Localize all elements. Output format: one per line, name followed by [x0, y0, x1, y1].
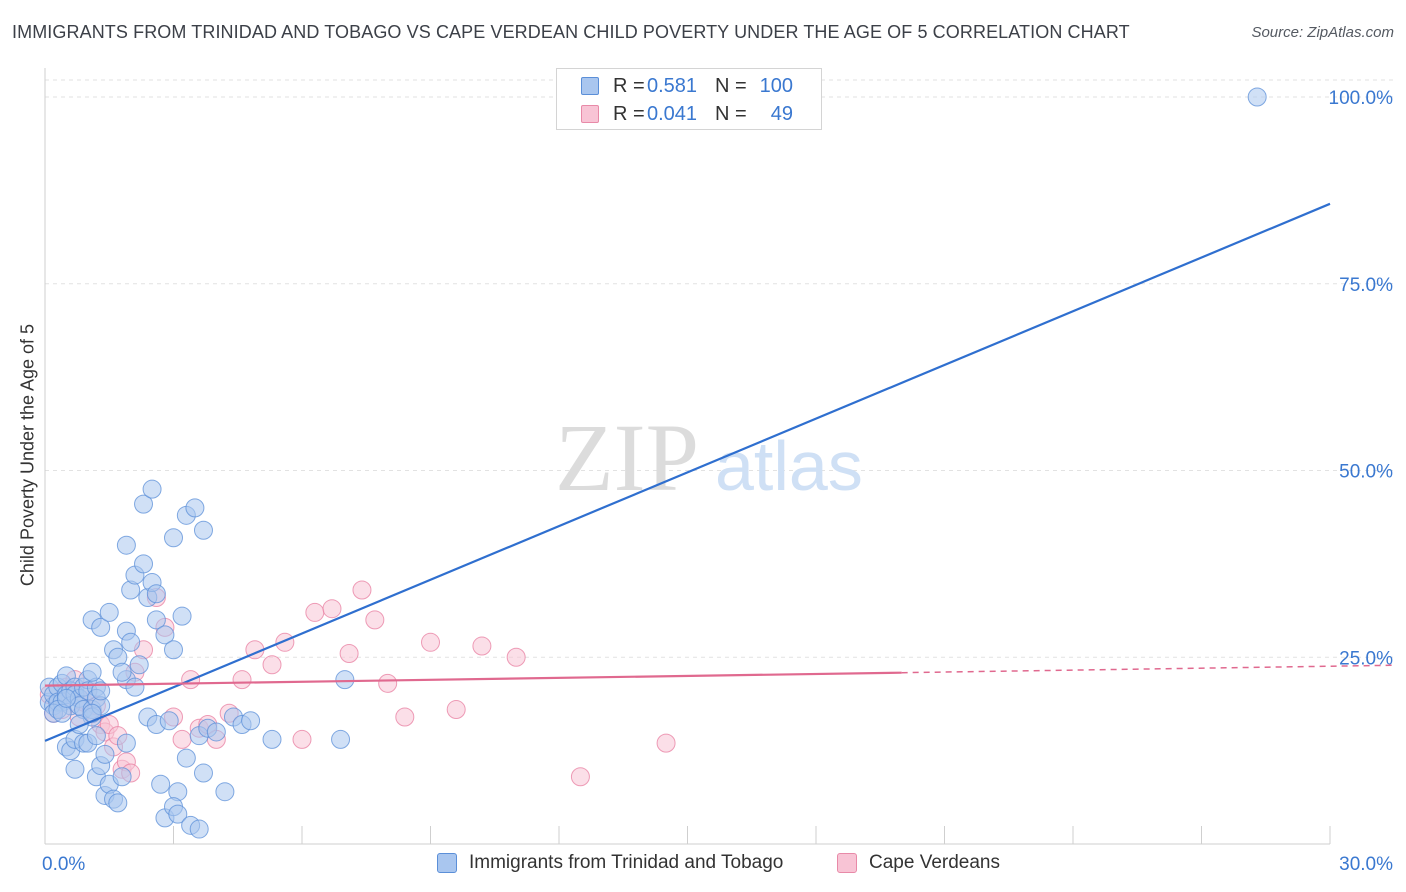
x-tick-label: 30.0% [1339, 854, 1393, 875]
data-point [99, 602, 119, 622]
legend-r-value: 0.041 [647, 102, 698, 125]
chart-title: IMMIGRANTS FROM TRINIDAD AND TOBAGO VS C… [12, 22, 1130, 42]
tick-labels: 25.0% 50.0% 75.0% 100.0% 0.0% 30.0% [42, 88, 1393, 875]
data-point [322, 599, 342, 619]
data-point [86, 726, 106, 746]
data-point [365, 610, 385, 630]
data-point [146, 584, 166, 604]
legend-r-value: 0.581 [647, 74, 698, 97]
watermark: ZIP atlas [555, 404, 863, 511]
legend-n-label: N = [715, 74, 747, 97]
data-point [125, 677, 145, 697]
data-point [172, 729, 192, 749]
data-point [112, 662, 132, 682]
y-tick-label: 75.0% [1339, 275, 1393, 296]
watermark-atlas: atlas [715, 427, 863, 505]
watermark-zip: ZIP [555, 404, 699, 511]
data-point [339, 644, 359, 664]
data-point [421, 632, 440, 652]
trendline-cape-verdeans [44, 671, 902, 687]
data-point [185, 498, 205, 518]
data-point [305, 602, 325, 622]
legend-r-label: R = [613, 102, 645, 125]
data-point [176, 748, 196, 768]
legend-swatch-pink [837, 853, 857, 873]
data-point [168, 804, 188, 824]
data-point [116, 733, 136, 753]
data-point [56, 688, 76, 708]
legend-n-value: 49 [770, 102, 793, 125]
data-point [1247, 87, 1267, 107]
data-point [262, 655, 282, 675]
data-point [352, 580, 372, 600]
y-tick-label: 50.0% [1339, 462, 1393, 483]
data-point [134, 554, 154, 574]
legend-swatch-blue [437, 853, 457, 873]
source-credit: Source: ZipAtlas.com [1251, 24, 1394, 41]
data-point [151, 774, 171, 794]
data-point [121, 632, 141, 652]
legend-n-value: 100 [759, 74, 793, 97]
data-point [378, 673, 398, 693]
data-point [116, 535, 136, 555]
data-point [241, 711, 261, 731]
legend-label-cape-verdeans: Cape Verdeans [869, 852, 1000, 873]
data-point [108, 793, 128, 813]
axes [44, 68, 1331, 845]
data-point [206, 722, 226, 742]
data-point [164, 528, 183, 548]
data-point [446, 700, 466, 720]
data-point [91, 617, 111, 637]
legend-swatch-pink [581, 105, 599, 123]
data-point [570, 767, 590, 787]
data-point [215, 782, 235, 802]
data-point [134, 494, 154, 514]
legend-item-cape-verdeans: Cape Verdeans [837, 852, 1000, 874]
data-point [656, 733, 676, 753]
data-point [189, 819, 209, 839]
trendline-trinidad [44, 202, 1331, 742]
data-point [129, 655, 149, 675]
legend-label-trinidad: Immigrants from Trinidad and Tobago [469, 852, 784, 873]
trendline-cape-verdeans-dashed [901, 664, 1396, 674]
trendlines [44, 202, 1396, 742]
data-point [82, 662, 102, 682]
y-axis-label: Child Poverty Under the Age of 5 [17, 323, 38, 587]
y-tick-label: 100.0% [1329, 88, 1394, 109]
series-legend: Immigrants from Trinidad and Tobago Cape… [0, 852, 1406, 878]
data-point [262, 729, 282, 749]
data-point [142, 479, 162, 499]
legend-row-trinidad: R = 0.581 N = 100 [581, 74, 793, 98]
data-point [331, 729, 351, 749]
data-point [146, 610, 166, 630]
data-point [193, 520, 213, 540]
x-tick-label: 0.0% [42, 854, 85, 875]
legend-swatch-blue [581, 77, 599, 95]
data-point [164, 640, 183, 660]
data-point [155, 625, 175, 645]
data-point [335, 670, 355, 690]
data-point [232, 670, 252, 690]
y-tick-label: 25.0% [1339, 648, 1393, 669]
data-point [65, 759, 85, 779]
legend-n-label: N = [715, 102, 747, 125]
data-point [292, 729, 312, 749]
grid [45, 79, 1395, 658]
legend-item-trinidad: Immigrants from Trinidad and Tobago [437, 852, 783, 874]
data-point [112, 767, 132, 787]
data-point [395, 707, 415, 727]
legend-row-cape-verdeans: R = 0.041 N = 49 [581, 102, 793, 126]
data-point [91, 681, 111, 701]
data-point [506, 647, 526, 667]
data-point [172, 606, 192, 626]
trinidad-points [39, 87, 1267, 839]
data-point [159, 711, 179, 731]
data-point [193, 763, 213, 783]
data-point [472, 636, 492, 656]
stats-legend: R = 0.581 N = 100 R = 0.041 N = 49 [556, 68, 822, 130]
data-point [95, 744, 115, 764]
legend-r-label: R = [613, 74, 645, 97]
